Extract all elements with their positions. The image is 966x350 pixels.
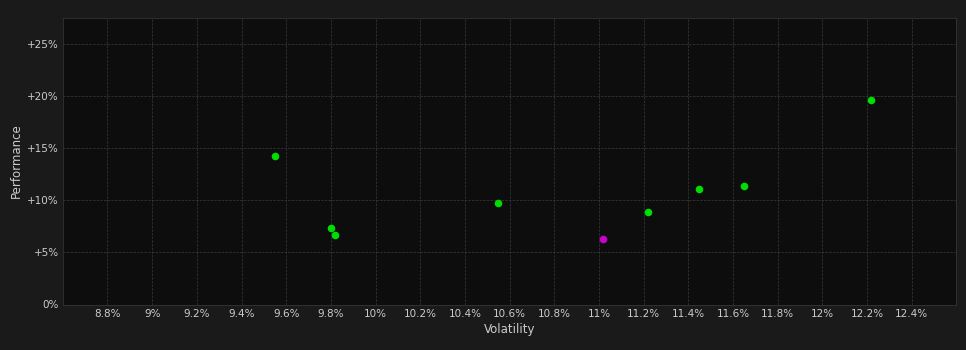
Point — [327, 232, 343, 237]
Y-axis label: Performance: Performance — [10, 124, 23, 198]
Point — [491, 201, 506, 206]
Point — [640, 209, 656, 215]
Point — [596, 236, 611, 241]
X-axis label: Volatility: Volatility — [484, 323, 535, 336]
Point — [268, 154, 283, 159]
Point — [323, 225, 339, 231]
Point — [692, 186, 707, 191]
Point — [864, 97, 879, 103]
Point — [736, 183, 752, 188]
